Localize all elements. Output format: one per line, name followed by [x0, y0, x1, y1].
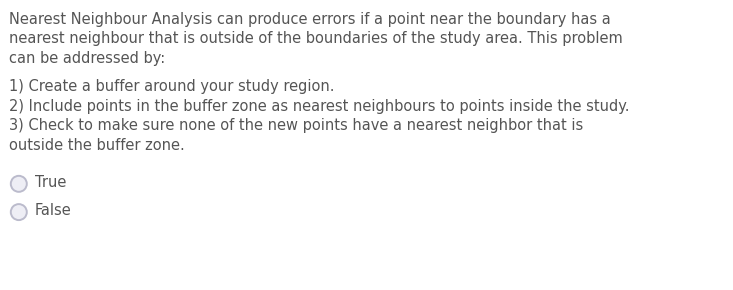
- Text: True: True: [34, 175, 66, 190]
- Text: 1) Create a buffer around your study region.: 1) Create a buffer around your study reg…: [9, 79, 334, 94]
- Text: can be addressed by:: can be addressed by:: [9, 51, 165, 66]
- Text: nearest neighbour that is outside of the boundaries of the study area. This prob: nearest neighbour that is outside of the…: [9, 32, 622, 46]
- Text: False: False: [34, 203, 72, 218]
- Text: 3) Check to make sure none of the new points have a nearest neighbor that is: 3) Check to make sure none of the new po…: [9, 118, 583, 133]
- Text: Nearest Neighbour Analysis can produce errors if a point near the boundary has a: Nearest Neighbour Analysis can produce e…: [9, 12, 611, 27]
- Text: 2) Include points in the buffer zone as nearest neighbours to points inside the : 2) Include points in the buffer zone as …: [9, 99, 630, 114]
- Circle shape: [11, 176, 27, 192]
- Text: outside the buffer zone.: outside the buffer zone.: [9, 138, 185, 153]
- Circle shape: [11, 204, 27, 220]
